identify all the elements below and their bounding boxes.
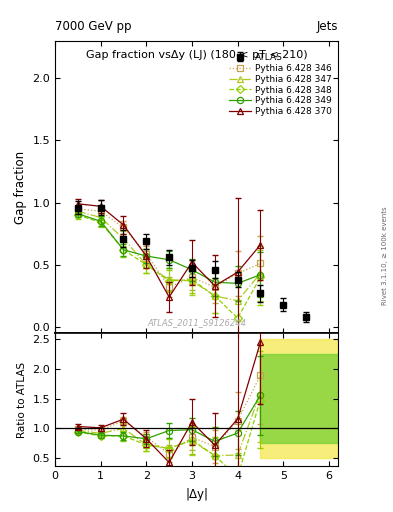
Pythia 6.428 347 bbox=[258, 270, 263, 276]
Pythia 6.428 346 bbox=[235, 270, 240, 276]
Pythia 6.428 346 bbox=[258, 261, 263, 267]
Pythia 6.428 346 bbox=[98, 208, 103, 215]
Pythia 6.428 349 bbox=[258, 271, 263, 278]
Pythia 6.428 346 bbox=[144, 250, 149, 257]
Pythia 6.428 347 bbox=[75, 208, 80, 215]
Pythia 6.428 347 bbox=[98, 215, 103, 221]
Pythia 6.428 370 bbox=[212, 283, 217, 289]
Pythia 6.428 349 bbox=[75, 211, 80, 217]
Pythia 6.428 349 bbox=[189, 267, 194, 273]
Line: Pythia 6.428 349: Pythia 6.428 349 bbox=[75, 210, 264, 287]
Text: Gap fraction vsΔy (LJ) (180 < pT < 210): Gap fraction vsΔy (LJ) (180 < pT < 210) bbox=[86, 50, 307, 60]
Pythia 6.428 347 bbox=[235, 297, 240, 304]
Pythia 6.428 347 bbox=[212, 293, 217, 299]
Y-axis label: Gap fraction: Gap fraction bbox=[14, 151, 27, 224]
Pythia 6.428 348 bbox=[75, 212, 80, 218]
Pythia 6.428 348 bbox=[212, 293, 217, 299]
Pythia 6.428 348 bbox=[189, 276, 194, 283]
Pythia 6.428 370 bbox=[189, 259, 194, 265]
Pythia 6.428 370 bbox=[235, 269, 240, 275]
Pythia 6.428 349 bbox=[235, 280, 240, 286]
Line: Pythia 6.428 348: Pythia 6.428 348 bbox=[75, 212, 264, 322]
Pythia 6.428 348 bbox=[235, 315, 240, 321]
Y-axis label: Ratio to ATLAS: Ratio to ATLAS bbox=[17, 361, 27, 438]
Pythia 6.428 349 bbox=[167, 257, 171, 263]
Pythia 6.428 348 bbox=[121, 247, 126, 253]
Pythia 6.428 346 bbox=[189, 274, 194, 280]
Pythia 6.428 346 bbox=[75, 206, 80, 212]
Pythia 6.428 348 bbox=[167, 278, 171, 284]
Pythia 6.428 347 bbox=[121, 236, 126, 242]
Pythia 6.428 370 bbox=[167, 294, 171, 300]
Pythia 6.428 346 bbox=[121, 224, 126, 230]
Pythia 6.428 349 bbox=[212, 279, 217, 285]
Text: 7000 GeV pp: 7000 GeV pp bbox=[55, 20, 132, 33]
Pythia 6.428 349 bbox=[121, 247, 126, 253]
Pythia 6.428 346 bbox=[212, 284, 217, 290]
Pythia 6.428 349 bbox=[144, 253, 149, 259]
Pythia 6.428 370 bbox=[98, 203, 103, 209]
Pythia 6.428 370 bbox=[75, 201, 80, 207]
Pythia 6.428 370 bbox=[121, 222, 126, 228]
Pythia 6.428 348 bbox=[144, 262, 149, 268]
Pythia 6.428 347 bbox=[189, 278, 194, 284]
Line: Pythia 6.428 370: Pythia 6.428 370 bbox=[75, 201, 264, 300]
Legend: ATLAS, Pythia 6.428 346, Pythia 6.428 347, Pythia 6.428 348, Pythia 6.428 349, P: ATLAS, Pythia 6.428 346, Pythia 6.428 34… bbox=[227, 51, 334, 118]
Line: Pythia 6.428 346: Pythia 6.428 346 bbox=[75, 206, 264, 290]
Pythia 6.428 370 bbox=[144, 253, 149, 259]
Text: Rivet 3.1.10, ≥ 100k events: Rivet 3.1.10, ≥ 100k events bbox=[382, 207, 388, 305]
X-axis label: |$\Delta$y|: |$\Delta$y| bbox=[185, 486, 208, 503]
Pythia 6.428 347 bbox=[167, 276, 171, 283]
Pythia 6.428 346 bbox=[167, 284, 171, 290]
Pythia 6.428 348 bbox=[258, 274, 263, 280]
Line: Pythia 6.428 347: Pythia 6.428 347 bbox=[75, 208, 264, 304]
Pythia 6.428 347 bbox=[144, 262, 149, 268]
Pythia 6.428 348 bbox=[98, 220, 103, 226]
Text: ATLAS_2011_S9126244: ATLAS_2011_S9126244 bbox=[147, 318, 246, 327]
Pythia 6.428 349 bbox=[98, 218, 103, 224]
Pythia 6.428 370 bbox=[258, 242, 263, 248]
Text: Jets: Jets bbox=[316, 20, 338, 33]
